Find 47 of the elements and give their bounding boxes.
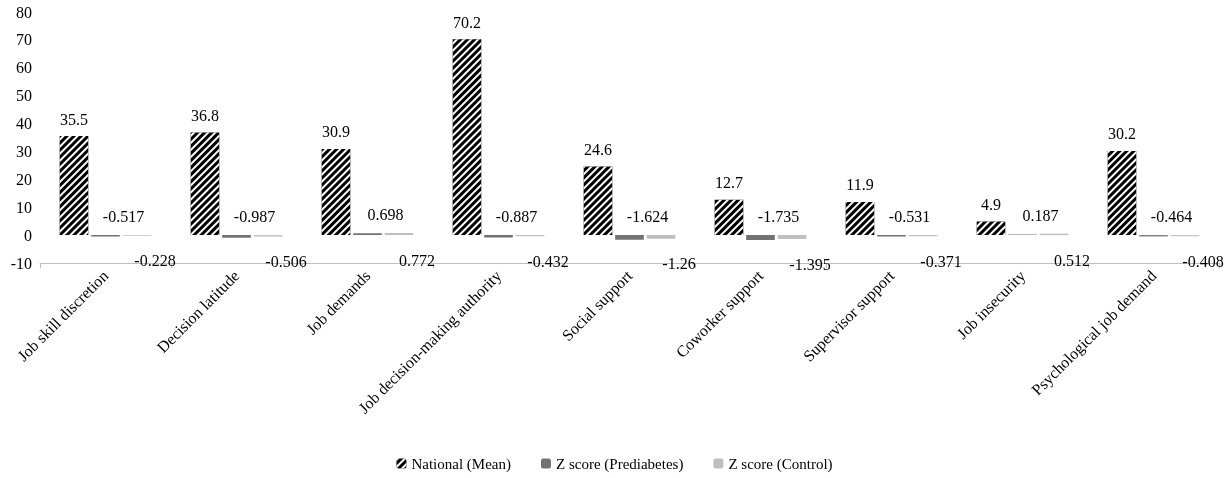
data-label: -0.432 [527,252,569,270]
data-label: -0.408 [1182,252,1224,270]
y-tick-label: -10 [10,254,32,272]
data-label: -1.624 [626,207,669,225]
bar [746,235,775,240]
data-label: -1.735 [757,207,800,225]
data-label: -0.464 [1150,207,1193,225]
data-label: 0.698 [367,205,404,223]
data-label: -0.887 [495,207,538,225]
y-tick-label: 60 [16,59,32,77]
data-label: -0.228 [134,252,176,270]
data-label: -0.371 [920,252,962,270]
y-tick-label: 50 [16,87,32,105]
data-label: 70.2 [452,13,481,31]
bar [384,232,414,236]
data-label: 12.7 [714,174,743,192]
y-tick-label: 80 [16,3,32,21]
data-label: -0.506 [265,253,307,271]
data-label: -0.517 [102,207,145,225]
y-tick-label: 40 [16,115,32,133]
data-label: -1.26 [662,255,696,273]
data-label: 36.8 [190,106,219,124]
data-label: 0.512 [1054,251,1091,269]
y-tick-label: 30 [16,142,32,160]
data-label: 0.187 [1022,207,1059,225]
data-label: 0.772 [399,251,436,269]
data-label: 4.9 [980,195,1001,213]
data-label: 30.2 [1107,125,1136,143]
bar [615,235,644,240]
data-label: 11.9 [846,176,874,194]
data-label: 30.9 [321,123,350,141]
data-label: 24.6 [583,141,612,158]
legend-label: Z score (Prediabetes) [555,455,684,473]
y-tick-label: 70 [16,31,32,49]
data-label: -0.987 [233,207,276,225]
data-label: -1.395 [789,255,831,273]
legend-label: National (Mean) [411,455,511,473]
bar [484,235,513,238]
data-label: -0.531 [888,207,931,225]
legend-label: Z score (Control) [728,455,833,473]
bar [777,235,807,239]
bar [646,235,676,239]
y-tick-label: 10 [16,198,32,216]
data-label: 35.5 [59,110,88,128]
bar [222,235,251,238]
y-tick-label: 20 [16,170,32,188]
y-tick-label: 0 [24,226,32,244]
